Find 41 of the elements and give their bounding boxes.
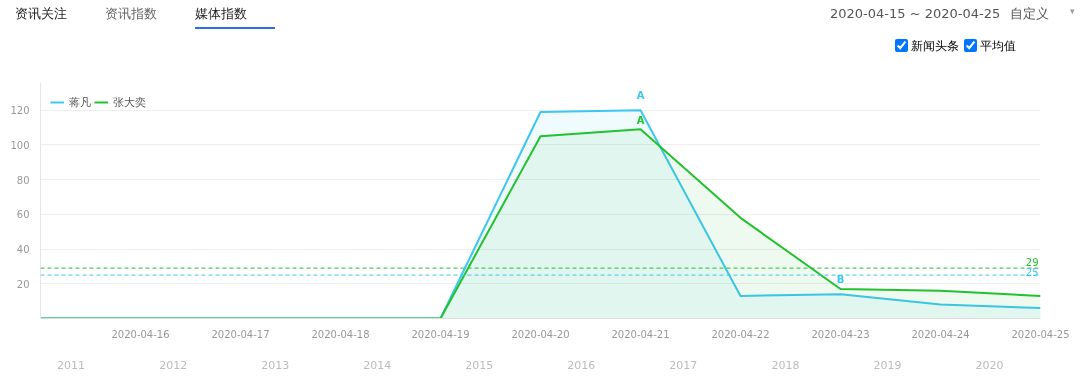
x-tick-label: 2020-04-18 <box>311 328 370 340</box>
text: 平均值 <box>980 39 1016 53</box>
ref-line-label: 25 <box>1025 267 1039 279</box>
text: 2020-04-15 ~ 2020-04-25 <box>830 5 1001 23</box>
annotation: A <box>636 90 645 102</box>
text: 2019 <box>873 358 902 372</box>
text: 媒体指数 <box>195 5 247 23</box>
annotation: A <box>636 115 645 127</box>
annotation: B <box>836 274 845 286</box>
legend-label: 张大奕 <box>113 94 146 110</box>
ref-line-label: 29 <box>1025 257 1039 269</box>
text: 2018 <box>771 358 800 372</box>
x-tick-label: 2020-04-20 <box>511 328 570 340</box>
text: 2016 <box>567 358 596 372</box>
y-tick-label: 20 <box>16 278 30 290</box>
x-tick-label: 2020-04-21 <box>611 328 670 340</box>
y-tick-label: 80 <box>16 174 30 186</box>
y-tick-label: 120 <box>10 105 30 117</box>
text: ▾ <box>1070 5 1075 18</box>
text: 新闻头条 <box>911 39 959 53</box>
text: 自定义 <box>1010 5 1049 23</box>
text: 2015 <box>465 358 494 372</box>
text: 资讯关注 <box>15 5 67 23</box>
y-tick-label: 100 <box>10 139 30 151</box>
text: 2020 <box>975 358 1004 372</box>
text: 2017 <box>669 358 698 372</box>
x-tick-label: 2020-04-22 <box>711 328 770 340</box>
text: 2012 <box>159 358 188 372</box>
legend-label: 蒋凡 <box>69 94 91 110</box>
x-tick-label: 2020-04-23 <box>811 328 870 340</box>
text: 2011 <box>57 358 86 372</box>
y-tick-label: 40 <box>16 244 30 256</box>
text: 2014 <box>363 358 392 372</box>
x-tick-label: 2020-04-17 <box>211 328 270 340</box>
x-tick-label: 2020-04-19 <box>411 328 470 340</box>
x-tick-label: 2020-04-24 <box>911 328 970 340</box>
text: 2013 <box>261 358 290 372</box>
y-tick-label: 60 <box>16 209 30 221</box>
x-tick-label: 2020-04-25 <box>1011 328 1070 340</box>
text: 资讯指数 <box>105 5 157 23</box>
x-tick-label: 2020-04-16 <box>111 328 170 340</box>
